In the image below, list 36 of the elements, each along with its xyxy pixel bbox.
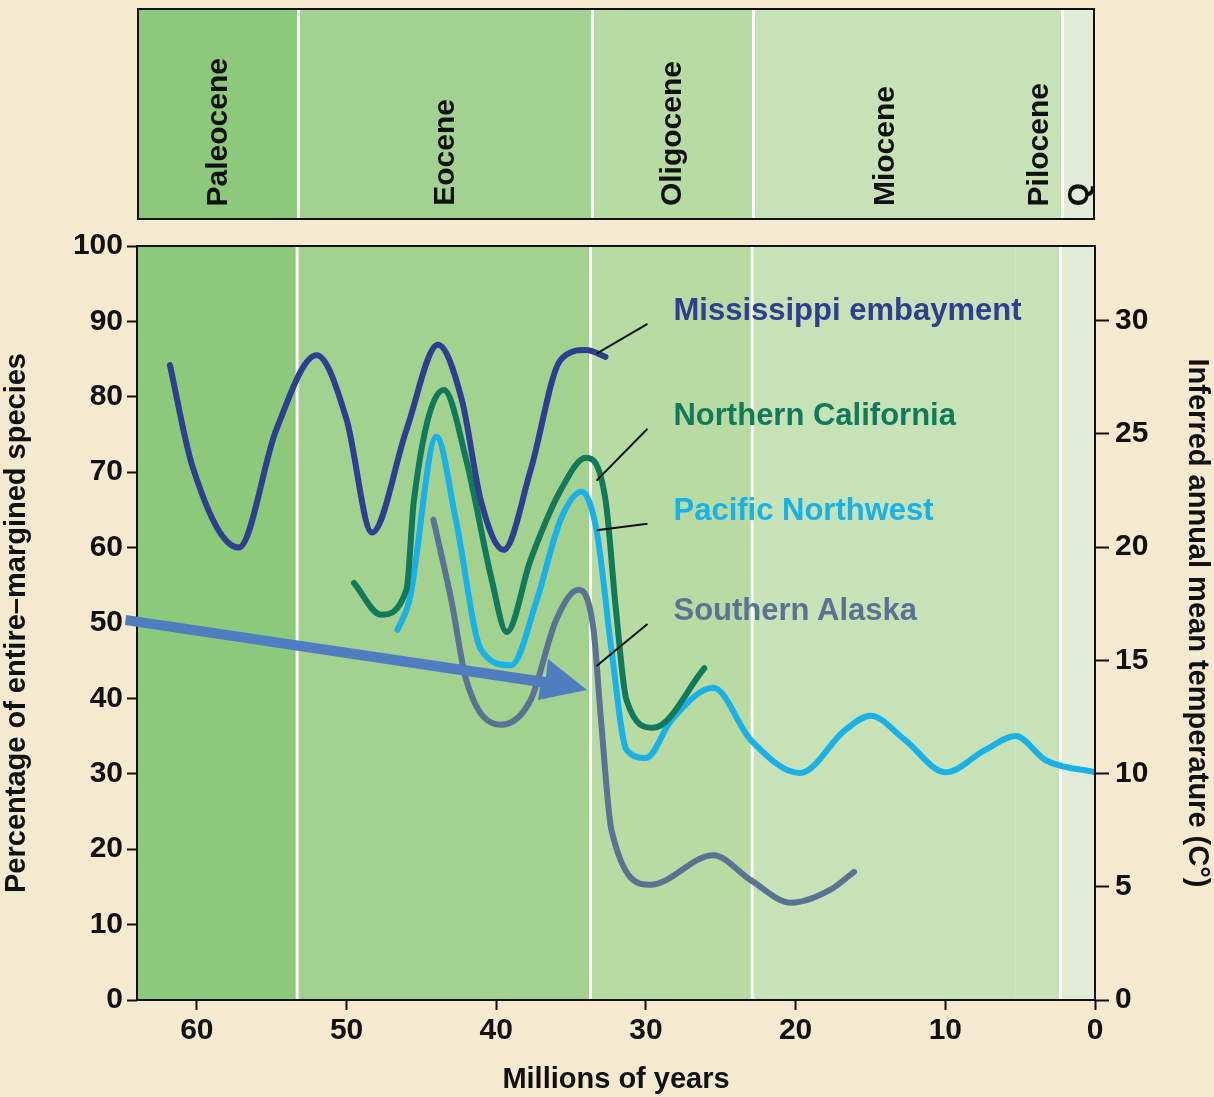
x-tick-label: 60 [180, 1012, 214, 1046]
band-label: Oligocene [654, 60, 688, 206]
x-tick-label: 10 [928, 1012, 962, 1046]
y-tick-label: 40 [89, 679, 123, 713]
y-tick-label: 100 [72, 227, 123, 261]
y-tick-label: 0 [106, 981, 123, 1015]
y-tick-label: 50 [89, 604, 123, 638]
x-tick-label: 20 [778, 1012, 813, 1046]
y-tick-label: 80 [89, 378, 123, 412]
x-axis-title: Millions of years [502, 1061, 730, 1094]
y-axis-title: Percentage of entire–margined species [0, 353, 32, 893]
text: Mississippi embayment [673, 291, 1022, 327]
y2-tick-label: 0 [1115, 981, 1132, 1015]
band-label: Pilocene [1021, 82, 1055, 206]
band-label: Miocene [866, 85, 900, 206]
y-tick-label: 30 [89, 755, 123, 789]
y2-tick-label: 5 [1115, 868, 1132, 902]
text: Northern California [673, 396, 957, 432]
y-tick-label: 20 [89, 830, 123, 864]
y2-tick-label: 10 [1115, 754, 1149, 788]
x-tick-label: 0 [1086, 1012, 1104, 1046]
y-tick-label: 60 [89, 528, 123, 562]
y-tick-label: 10 [89, 905, 123, 939]
y2-tick-label: 30 [1115, 301, 1149, 335]
band-label: Paleocene [200, 57, 234, 206]
y2-tick-label: 15 [1115, 641, 1149, 675]
band-label: Q [1060, 182, 1094, 206]
y-tick-label: 70 [89, 453, 123, 487]
x-tick-label: 50 [329, 1012, 364, 1046]
x-tick-label: 30 [629, 1012, 663, 1046]
x-tick-label: 40 [479, 1012, 513, 1046]
y2-tick-label: 20 [1115, 528, 1149, 562]
band-label: Eocene [426, 99, 460, 206]
y2-tick-label: 25 [1115, 415, 1149, 449]
y2-axis-title: Inferred annual mean temperature (C°) [1182, 358, 1214, 888]
y-tick-label: 90 [89, 302, 123, 336]
